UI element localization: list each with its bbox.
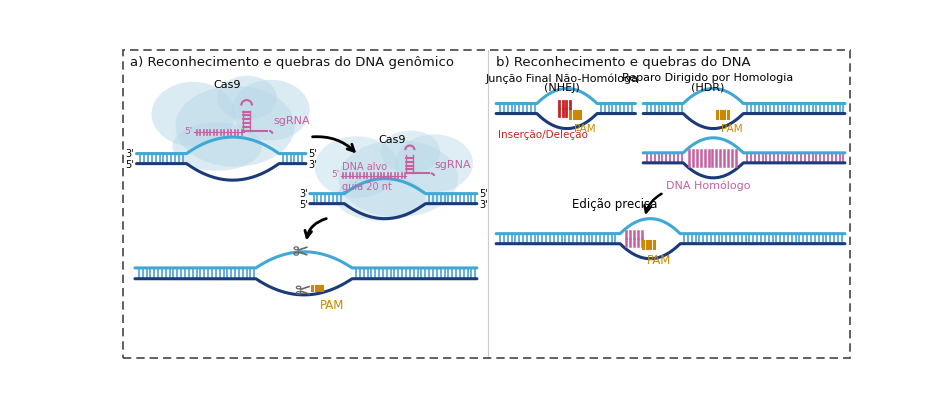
Text: 5': 5'	[308, 149, 317, 159]
Text: Inserção/Deleção: Inserção/Deleção	[499, 129, 588, 139]
Text: 3': 3'	[479, 200, 487, 209]
Text: sgRNA: sgRNA	[274, 115, 311, 126]
Text: (NHEJ): (NHEJ)	[543, 82, 580, 92]
Text: guia 20 nt: guia 20 nt	[342, 181, 392, 192]
Text: PAM: PAM	[721, 124, 743, 134]
Text: a) Reconhecimento e quebras do DNA genômico: a) Reconhecimento e quebras do DNA genôm…	[130, 55, 454, 68]
Text: 5': 5'	[125, 160, 134, 170]
Ellipse shape	[395, 135, 473, 193]
Ellipse shape	[380, 131, 440, 173]
Text: 3': 3'	[308, 160, 317, 170]
Ellipse shape	[232, 81, 310, 141]
Ellipse shape	[314, 137, 398, 198]
Text: Junção Final Não-Homóloga: Junção Final Não-Homóloga	[485, 73, 638, 84]
Text: sgRNA: sgRNA	[434, 160, 471, 170]
Text: PAM: PAM	[320, 298, 344, 311]
Ellipse shape	[335, 175, 426, 222]
Ellipse shape	[338, 141, 458, 217]
Text: PAM: PAM	[647, 254, 672, 266]
Text: 5': 5'	[331, 170, 339, 179]
Text: DNA Homólogo: DNA Homólogo	[666, 180, 750, 190]
Text: 5': 5'	[479, 189, 488, 199]
Text: Cas9: Cas9	[378, 134, 406, 145]
Text: 5': 5'	[184, 127, 193, 136]
Text: DNA alvo: DNA alvo	[342, 162, 388, 171]
Text: Edição precisa: Edição precisa	[573, 197, 657, 210]
Text: Reparo Dirigido por Homologia: Reparo Dirigido por Homologia	[622, 73, 793, 83]
Text: 5': 5'	[298, 200, 308, 209]
Text: PAM: PAM	[574, 124, 596, 134]
Ellipse shape	[173, 123, 262, 171]
Text: (HDR): (HDR)	[692, 82, 725, 92]
Ellipse shape	[218, 77, 276, 121]
Text: b) Reconhecimento e quebras do DNA: b) Reconhecimento e quebras do DNA	[496, 55, 750, 68]
Text: 3': 3'	[125, 149, 134, 159]
Ellipse shape	[152, 83, 235, 147]
Text: Cas9: Cas9	[214, 79, 241, 90]
Text: 3': 3'	[299, 189, 308, 199]
Ellipse shape	[176, 87, 294, 167]
